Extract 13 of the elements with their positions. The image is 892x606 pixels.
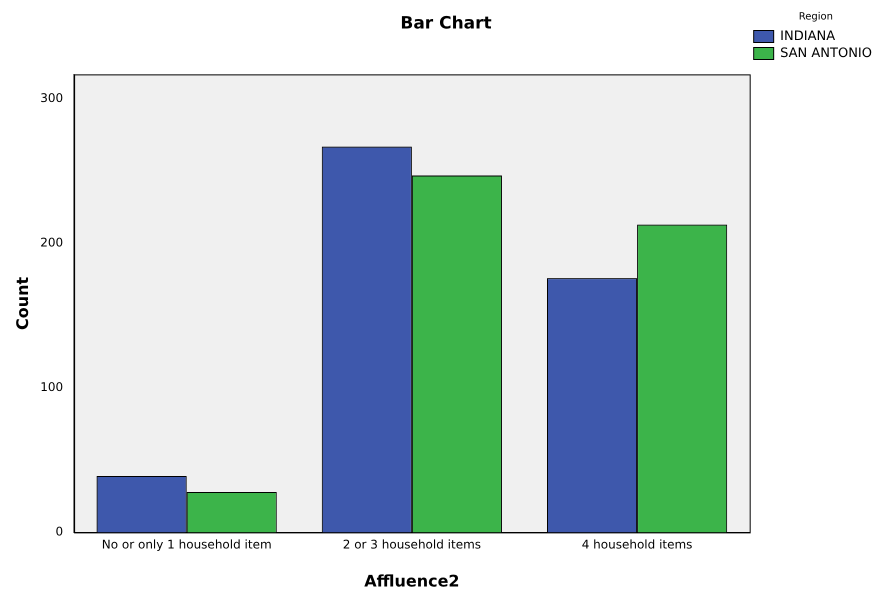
- legend-title: Region: [798, 12, 833, 23]
- y-axis-title: Count: [12, 276, 32, 330]
- chart-title: Bar Chart: [400, 14, 492, 34]
- y-tick-label: 200: [40, 236, 64, 250]
- y-tick-label: 300: [40, 91, 64, 106]
- x-axis-title: Affluence2: [364, 572, 460, 591]
- y-tick-label: 0: [55, 524, 64, 539]
- x-tick-label: No or only 1 household item: [102, 538, 272, 552]
- legend-label: INDIANA: [780, 28, 836, 44]
- legend-label: SAN ANTONIO: [780, 46, 872, 61]
- x-tick-label: 4 household items: [582, 538, 692, 552]
- x-tick-label: 2 or 3 household items: [342, 538, 482, 552]
- y-tick-label: 100: [40, 380, 64, 394]
